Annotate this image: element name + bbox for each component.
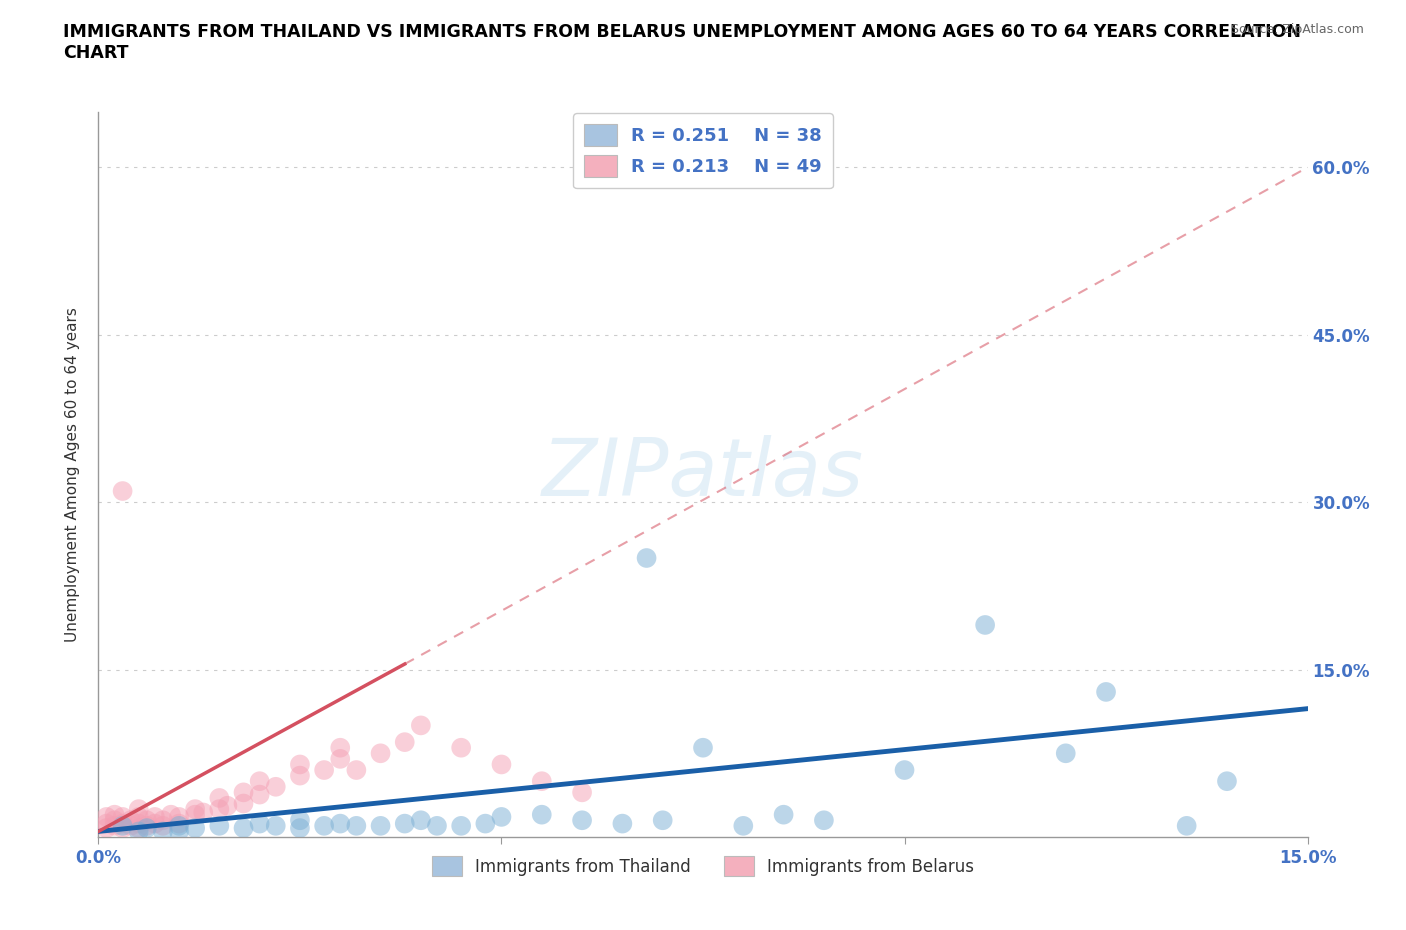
Point [167,817,190,831]
Point [208,818,231,833]
Point [314,818,336,833]
Point [249,787,271,802]
Point [143,809,166,824]
Point [329,740,352,755]
Point [450,740,472,755]
Point [409,718,432,733]
Point [409,813,432,828]
Point [344,818,367,833]
Y-axis label: Unemployment Among Ages 60 to 64 years: Unemployment Among Ages 60 to 64 years [65,307,80,642]
Point [232,796,254,811]
Point [612,817,634,831]
Point [208,802,231,817]
Point [143,817,166,831]
Point [288,757,311,772]
Point [288,820,311,835]
Point [329,817,352,831]
Point [1054,746,1077,761]
Point [344,763,367,777]
Point [193,805,215,820]
Text: ZIPatlas: ZIPatlas [541,435,865,513]
Point [530,807,553,822]
Point [813,813,835,828]
Point [530,774,553,789]
Point [128,817,150,831]
Point [370,746,392,761]
Point [288,768,311,783]
Point [974,618,997,632]
Legend: Immigrants from Thailand, Immigrants from Belarus: Immigrants from Thailand, Immigrants fro… [425,849,981,884]
Point [450,818,472,833]
Point [474,817,496,831]
Point [264,779,287,794]
Point [733,818,755,833]
Point [217,798,239,813]
Point [636,551,658,565]
Point [370,818,392,833]
Point [111,820,134,835]
Point [232,820,254,835]
Point [167,824,190,839]
Point [111,484,134,498]
Point [1175,818,1198,833]
Point [314,763,336,777]
Point [128,802,150,817]
Point [120,813,142,828]
Point [103,813,125,828]
Point [128,824,150,839]
Point [111,809,134,824]
Point [491,809,513,824]
Point [103,807,125,822]
Point [232,785,254,800]
Point [96,809,118,824]
Point [772,807,794,822]
Point [394,817,416,831]
Point [152,813,174,828]
Point [571,785,593,800]
Point [96,820,118,835]
Point [491,757,513,772]
Point [135,813,157,828]
Point [135,820,157,835]
Point [111,817,134,831]
Point [167,809,190,824]
Text: IMMIGRANTS FROM THAILAND VS IMMIGRANTS FROM BELARUS UNEMPLOYMENT AMONG AGES 60 T: IMMIGRANTS FROM THAILAND VS IMMIGRANTS F… [63,23,1302,62]
Point [208,790,231,805]
Point [128,820,150,835]
Point [249,817,271,831]
Point [128,809,150,824]
Point [184,807,207,822]
Point [264,818,287,833]
Point [571,813,593,828]
Point [135,818,157,833]
Point [111,818,134,833]
Point [152,818,174,833]
Point [152,824,174,839]
Point [426,818,449,833]
Point [103,818,125,833]
Point [394,735,416,750]
Point [1095,684,1118,699]
Point [893,763,915,777]
Point [184,820,207,835]
Point [120,818,142,833]
Point [329,751,352,766]
Point [96,817,118,831]
Point [288,813,311,828]
Point [1216,774,1239,789]
Point [651,813,673,828]
Point [160,807,183,822]
Point [692,740,714,755]
Text: Source: ZipAtlas.com: Source: ZipAtlas.com [1230,23,1364,36]
Point [184,802,207,817]
Point [249,774,271,789]
Point [167,818,190,833]
